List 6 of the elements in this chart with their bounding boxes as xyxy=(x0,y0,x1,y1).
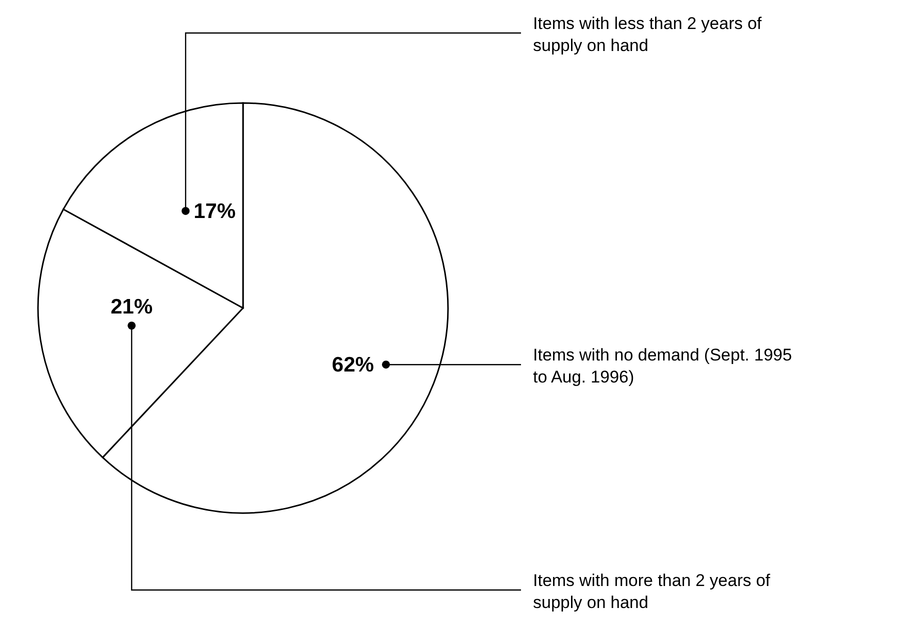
slice-label: Items with no demand (Sept. 1995 to Aug. 1996) xyxy=(533,346,792,387)
slice-label: Items with more than 2 years of supply on hand xyxy=(533,571,770,612)
data-label: 62% xyxy=(332,354,374,377)
slice-label: Items with less than 2 years of supply on hand xyxy=(533,14,762,55)
data-label: 17% xyxy=(194,200,236,223)
data-label: 21% xyxy=(110,296,153,319)
